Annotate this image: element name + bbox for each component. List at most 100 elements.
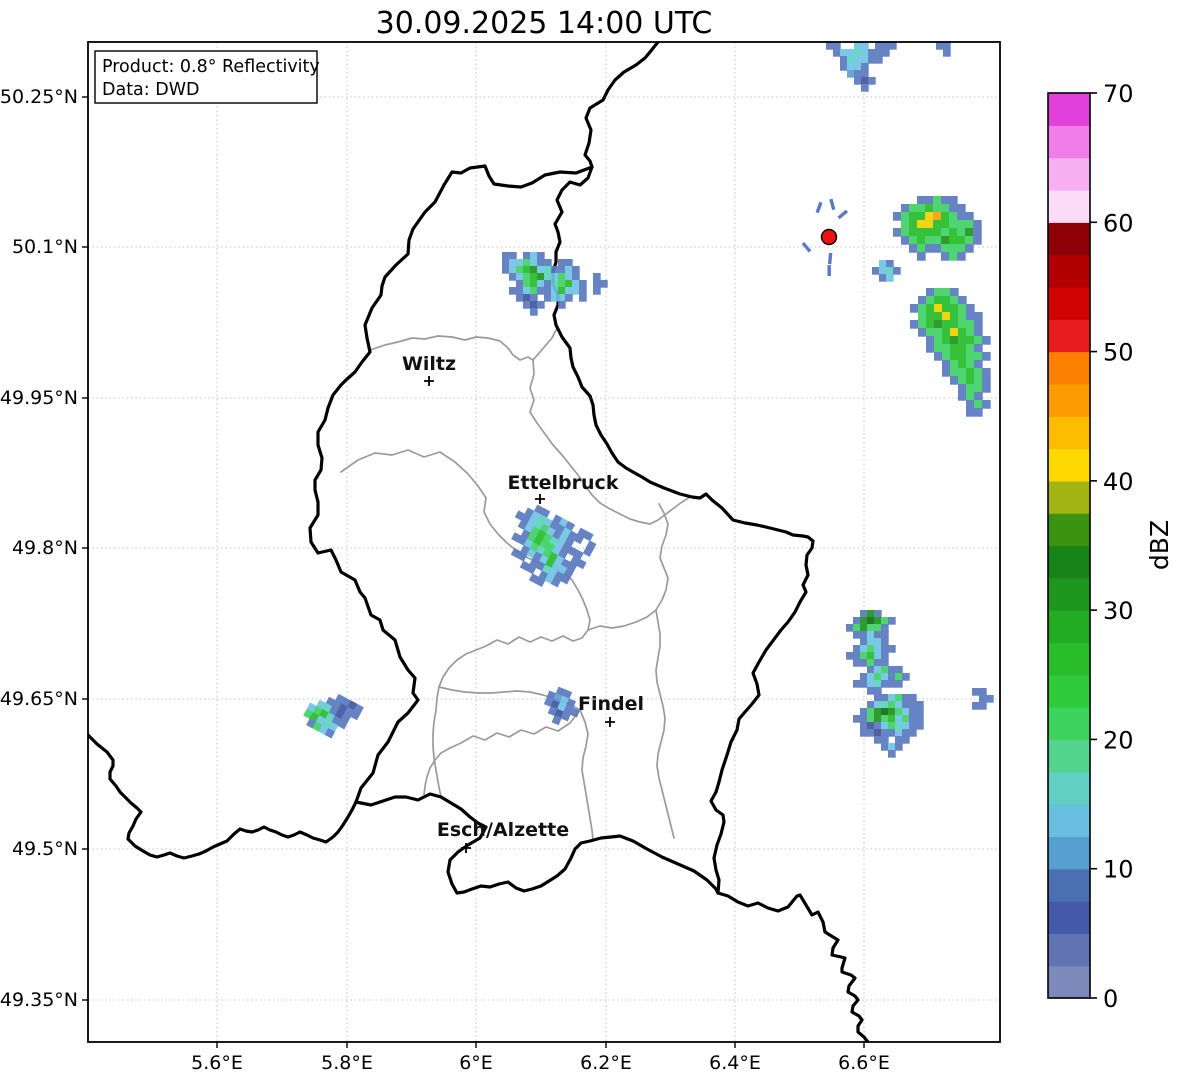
x-axis-ticks: 5.6°E 5.8°E 6°E 6.2°E 6.4°E 6.6°E [191,1042,890,1074]
clutter-speck [801,241,812,253]
colorbar-segment [1048,771,1090,805]
cell-northeast [893,196,982,261]
border-lu-west [308,164,594,804]
city-marker-icon [605,717,615,727]
y-tick-label: 49.35°N [0,989,78,1011]
colorbar: 0 10 20 30 40 50 60 70 dBZ [1047,80,1174,1013]
colorbar-segment [1048,93,1090,126]
colorbar-frame [1047,92,1091,999]
colorbar-segment [1048,125,1090,159]
y-tick-label: 49.8°N [12,537,78,559]
cell-right-cluster [846,610,924,758]
clutter-speck [827,252,833,265]
colorbar-segments [1048,93,1090,999]
colorbar-segment [1048,513,1090,547]
city-wiltz: Wiltz [402,353,456,386]
city-label: Ettelbruck [508,472,619,494]
info-product-line: Product: 0.8° Reflectivity [102,57,320,77]
plot-frame [87,41,1001,1043]
border-lu-south [354,792,720,895]
colorbar-segment [1048,804,1090,837]
y-tick-label: 49.65°N [0,688,78,710]
colorbar-segment [1048,933,1090,967]
colorbar-ticks: 0 10 20 30 40 50 60 70 [1090,80,1134,1013]
clutter-speck [815,201,823,214]
cell-right-edge [972,688,994,710]
colorbar-tick-label: 0 [1103,985,1118,1013]
border-be-de [583,42,660,169]
colorbar-tick-label: 40 [1103,468,1134,496]
radar-site-marker [820,228,838,246]
cell-north-border [502,252,608,316]
colorbar-segment [1048,319,1090,353]
colorbar-segment [1048,739,1090,773]
colorbar-tick-label: 30 [1103,597,1134,625]
city-label: Wiltz [402,353,456,375]
colorbar-tick-label: 50 [1103,339,1134,367]
x-tick-label: 6.6°E [838,1052,890,1074]
cell-small-blob [872,260,901,282]
clutter-specks [801,198,849,276]
colorbar-segment [1048,836,1090,870]
colorbar-segment [1048,642,1090,676]
city-marker-icon [461,843,471,853]
y-tick-label: 50.1°N [12,236,78,258]
colorbar-tick-label: 20 [1103,726,1134,754]
colorbar-segment [1048,448,1090,482]
page-title: 30.09.2025 14:00 UTC [376,6,713,41]
border-fr-de [716,891,870,1042]
city-marker-icon [535,494,545,504]
x-tick-label: 5.8°E [321,1052,373,1074]
clutter-speck [827,265,831,276]
colorbar-axis-label: dBZ [1145,520,1174,570]
colorbar-segment [1048,868,1090,902]
colorbar-segment [1048,189,1090,223]
x-tick-label: 6°E [459,1052,493,1074]
colorbar-segment [1048,480,1090,514]
border-be-fr [88,733,358,860]
colorbar-segment [1048,545,1090,579]
y-tick-label: 49.95°N [0,387,78,409]
cell-east [910,288,991,417]
city-ettelbruck: Ettelbruck [508,472,619,504]
city-label: Esch/Alzette [437,819,569,841]
colorbar-segment [1048,157,1090,191]
y-axis-ticks: 50.25°N 50.1°N 49.95°N 49.8°N 49.65°N 49.5°N 4… [0,86,88,1011]
colorbar-segment [1048,286,1090,320]
colorbar-segment [1048,610,1090,644]
cell-center [510,504,597,588]
x-tick-label: 6.2°E [580,1052,632,1074]
colorbar-segment [1048,254,1090,288]
colorbar-segment [1048,901,1090,934]
cell-west [303,693,364,739]
colorbar-segment [1048,351,1090,385]
x-tick-label: 6.4°E [709,1052,761,1074]
colorbar-segment [1048,383,1090,417]
colorbar-tick-label: 10 [1103,856,1134,884]
city-esch-alzette: Esch/Alzette [437,819,569,853]
info-data-line: Data: DWD [102,80,200,100]
city-marker-icon [424,376,434,386]
colorbar-segment [1048,577,1090,611]
colorbar-segment [1048,965,1090,999]
city-label: Findel [578,693,644,715]
colorbar-segment [1048,707,1090,741]
colorbar-tick-label: 70 [1103,80,1134,108]
y-tick-label: 49.5°N [12,838,78,860]
product-info-box: Product: 0.8° Reflectivity Data: DWD [94,50,320,104]
clutter-speck [829,198,836,211]
colorbar-segment [1048,674,1090,708]
clutter-speck [837,209,849,220]
colorbar-segment [1048,416,1090,450]
cell-top-edge-b [936,42,951,57]
radar-echoes [303,42,994,758]
city-findel: Findel [578,693,644,727]
colorbar-tick-label: 60 [1103,209,1134,237]
city-labels: Wiltz Ettelbruck Findel Esch/Alzette [402,353,644,853]
x-tick-label: 5.6°E [191,1052,243,1074]
cell-findel [543,686,580,726]
y-tick-label: 50.25°N [0,86,78,108]
colorbar-segment [1048,222,1090,256]
